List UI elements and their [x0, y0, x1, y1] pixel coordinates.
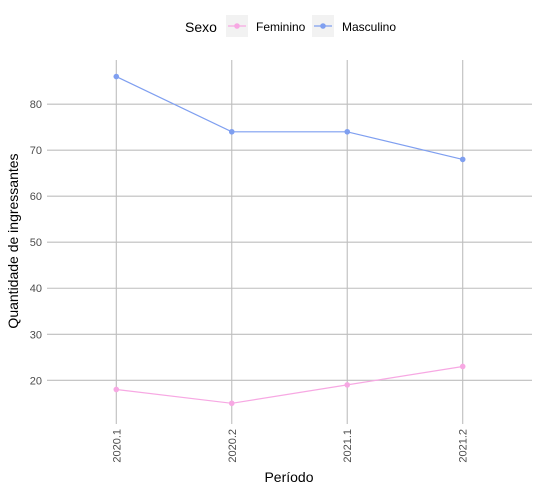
y-tick-label-30: 30: [30, 329, 42, 341]
point-feminino-2020.2: [228, 400, 235, 407]
point-masculino-2021.2: [459, 156, 466, 163]
legend-items: Feminino Masculino: [226, 15, 396, 37]
x-tick-label-2020.1: 2020.1: [111, 429, 123, 463]
point-feminino-2020.1: [113, 386, 120, 393]
point-masculino-2020.2: [228, 128, 235, 135]
legend-title: Sexo: [185, 19, 217, 35]
x-tick-label-2021.2: 2021.2: [458, 429, 470, 463]
series-line-masculino: [116, 76, 463, 160]
x-axis-title: Período: [264, 469, 313, 485]
point-feminino-2021.2: [459, 363, 466, 370]
y-tick-label-50: 50: [30, 237, 42, 249]
point-masculino-2020.1: [113, 73, 120, 80]
series-layer: [113, 73, 466, 407]
y-tick-label-40: 40: [30, 283, 42, 295]
x-axis-ticks: 2020.1 2020.2 2021.1 2021.2: [111, 429, 469, 463]
point-feminino-2021.1: [344, 382, 351, 388]
plot-panel: [47, 60, 532, 424]
vertical-gridlines: [115, 60, 464, 424]
y-tick-label-60: 60: [30, 191, 42, 203]
x-tick-label-2020.2: 2020.2: [227, 429, 239, 463]
y-tick-label-80: 80: [30, 99, 42, 111]
legend-key-point-feminino: [234, 23, 240, 29]
horizontal-gridlines: [47, 103, 532, 381]
x-tick-label-2021.1: 2021.1: [342, 429, 354, 463]
y-axis-title: Quantidade de ingressantes: [5, 153, 21, 328]
y-axis-ticks: 20 30 40 50 60 70 80: [30, 99, 42, 387]
series-line-feminino: [116, 365, 463, 404]
y-tick-label-20: 20: [30, 375, 42, 387]
y-tick-label-70: 70: [30, 145, 42, 157]
legend-key-point-masculino: [320, 23, 326, 29]
legend-label-feminino: Feminino: [256, 20, 306, 34]
legend-label-masculino: Masculino: [342, 20, 396, 34]
point-masculino-2021.1: [344, 128, 351, 135]
legend: Sexo Feminino Masculino: [185, 15, 396, 37]
